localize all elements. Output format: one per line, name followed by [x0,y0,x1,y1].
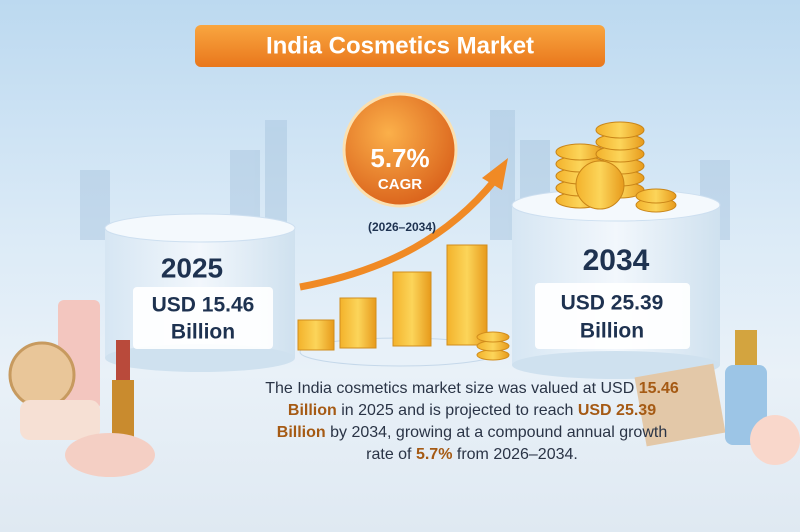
description-text: from 2026–2034. [452,446,578,463]
cagr-period: (2026–2034) [368,220,436,234]
cosmetics [8,300,800,477]
end-box [535,283,690,349]
cagr-value: 5.7% [370,143,429,173]
description-highlight: USD 25.39 Billion [276,402,657,441]
description: The India cosmetics market size was valu… [262,378,682,466]
cagr-badge [342,92,458,208]
description-text: in 2025 and is projected to reach [336,402,578,419]
description-highlight: 5.7% [415,446,453,463]
end-year: 2034 [583,244,650,277]
end-unit: Billion [580,320,644,343]
description-text: by 2034, growing at a compound annual gr… [325,424,668,463]
description-highlight: 15.46 Billion [287,380,679,419]
growth-arrow [299,177,498,291]
start-amount: USD 15.46 [152,294,255,317]
start-unit: Billion [171,321,235,344]
start-box [133,287,273,349]
title-banner [195,25,605,67]
title: India Cosmetics Market [266,32,534,59]
end-amount: USD 25.39 [561,292,664,315]
growth-bars [297,244,510,361]
cagr-label: CAGR [378,176,422,193]
start-year: 2025 [161,252,223,283]
description-text: The India cosmetics market size was valu… [265,380,639,397]
coins [555,121,677,213]
